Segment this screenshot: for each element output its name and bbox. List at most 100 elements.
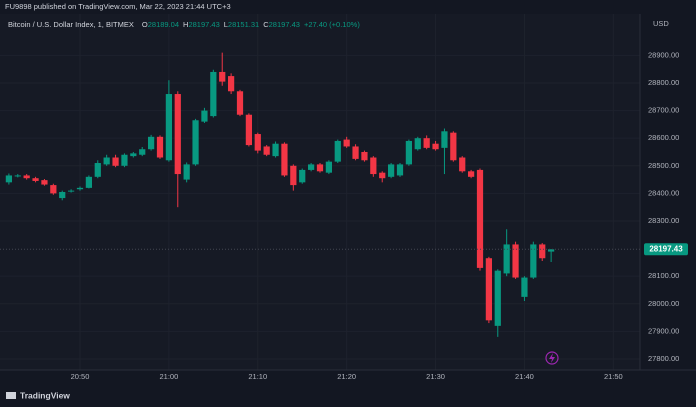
candle-body — [325, 161, 332, 173]
candle-body — [85, 176, 92, 188]
candle-body — [334, 140, 341, 162]
x-tick-label: 21:00 — [159, 372, 178, 381]
brand: TradingView — [20, 390, 70, 400]
y-tick-label: 28400.00 — [648, 188, 679, 197]
y-tick-label: 28700.00 — [648, 106, 679, 115]
candle-body — [485, 258, 492, 321]
y-tick-label: 27900.00 — [648, 326, 679, 335]
candle-body — [423, 138, 430, 148]
legend-title: Bitcoin / U.S. Dollar Index, 1, BITMEX — [8, 20, 134, 29]
candle-body — [388, 164, 395, 177]
header: FU9898 published on TradingView.com, Mar… — [5, 2, 231, 11]
candle-body — [459, 157, 466, 172]
candle-body — [245, 114, 252, 146]
candle-body — [76, 187, 84, 190]
candle-body — [139, 149, 146, 155]
candle-body — [316, 164, 324, 172]
candle-body — [121, 154, 128, 166]
candle-body — [50, 185, 57, 194]
candle-body — [165, 94, 172, 161]
candle-body — [379, 172, 386, 179]
candle-body — [263, 146, 270, 155]
x-tick-label: 20:50 — [71, 372, 90, 381]
legend-key: C — [263, 20, 269, 29]
candle-body — [548, 249, 555, 252]
y-tick-label: 27800.00 — [648, 354, 679, 363]
y-tick-label: 28000.00 — [648, 299, 679, 308]
candle-body — [539, 244, 546, 259]
candle-body — [236, 91, 244, 115]
candle-body — [59, 192, 66, 199]
brand-logo: TradingView — [6, 390, 70, 400]
y-tick-label: 28100.00 — [648, 271, 679, 280]
candle-body — [299, 169, 306, 183]
legend-key: H — [183, 20, 188, 29]
legend-value: 28151.31 — [228, 20, 259, 29]
price-label-box — [644, 243, 688, 256]
price-label: 28197.43 — [649, 244, 683, 253]
candle-body — [396, 164, 404, 176]
candle-body — [361, 151, 368, 161]
x-tick-label: 21:20 — [337, 372, 356, 381]
candle-body — [414, 138, 421, 150]
candle-body — [290, 165, 297, 186]
candle-body — [32, 178, 39, 181]
x-tick-label: 21:50 — [604, 372, 623, 381]
candle-body — [476, 169, 484, 268]
candle-body — [201, 110, 208, 122]
candle-body — [148, 136, 155, 150]
candle-body — [210, 71, 217, 117]
candle-body — [23, 175, 30, 179]
candle-body — [94, 163, 101, 177]
candle-body — [219, 71, 226, 82]
grid — [0, 14, 640, 370]
candle-body — [405, 140, 412, 165]
candle-body — [432, 143, 439, 150]
candle-body — [174, 94, 181, 175]
y-tick-label: 28800.00 — [648, 78, 679, 87]
candle-body — [343, 139, 350, 147]
legend-change: +27.40 (+0.10%) — [304, 20, 360, 29]
candle-body — [352, 146, 359, 159]
indicator-icon — [545, 351, 559, 365]
candle-body — [450, 132, 457, 161]
legend: Bitcoin / U.S. Dollar Index, 1, BITMEX O2… — [8, 20, 360, 29]
candle-body — [183, 164, 190, 180]
candle-body — [5, 175, 12, 183]
legend-value: 28197.43 — [269, 20, 300, 29]
candle-body — [68, 190, 75, 192]
y-tick-label: 28600.00 — [648, 133, 679, 142]
candle-body — [521, 277, 528, 297]
candle-body — [512, 244, 519, 278]
candle-body — [530, 244, 537, 278]
candle-body — [308, 164, 315, 170]
candle-body — [228, 76, 235, 92]
candle-body — [156, 136, 164, 158]
legend-key: O — [142, 20, 148, 29]
candle-body — [441, 131, 448, 148]
y-tick-label: 28900.00 — [648, 50, 679, 59]
x-tick-label: 21:30 — [426, 372, 445, 381]
currency: USD — [653, 19, 669, 28]
candle-body — [192, 120, 199, 165]
y-tick-label: 28500.00 — [648, 161, 679, 170]
y-tick-label: 28300.00 — [648, 216, 679, 225]
candle-body — [370, 157, 377, 175]
candle-body — [281, 143, 288, 176]
candle-body — [254, 134, 261, 151]
x-tick-label: 21:40 — [515, 372, 534, 381]
candle-body — [112, 157, 119, 166]
candle-body — [468, 171, 475, 177]
candle-body — [272, 143, 279, 157]
candle-body — [130, 153, 137, 157]
x-tick-label: 21:10 — [248, 372, 267, 381]
candle-body — [14, 175, 21, 177]
plot-area — [0, 14, 640, 370]
candle-body — [103, 157, 110, 165]
candle-body — [503, 244, 510, 274]
legend-value: 28189.04 — [148, 20, 179, 29]
legend-key: L — [224, 20, 228, 29]
legend-value: 28197.43 — [188, 20, 219, 29]
candle-body — [41, 180, 48, 185]
